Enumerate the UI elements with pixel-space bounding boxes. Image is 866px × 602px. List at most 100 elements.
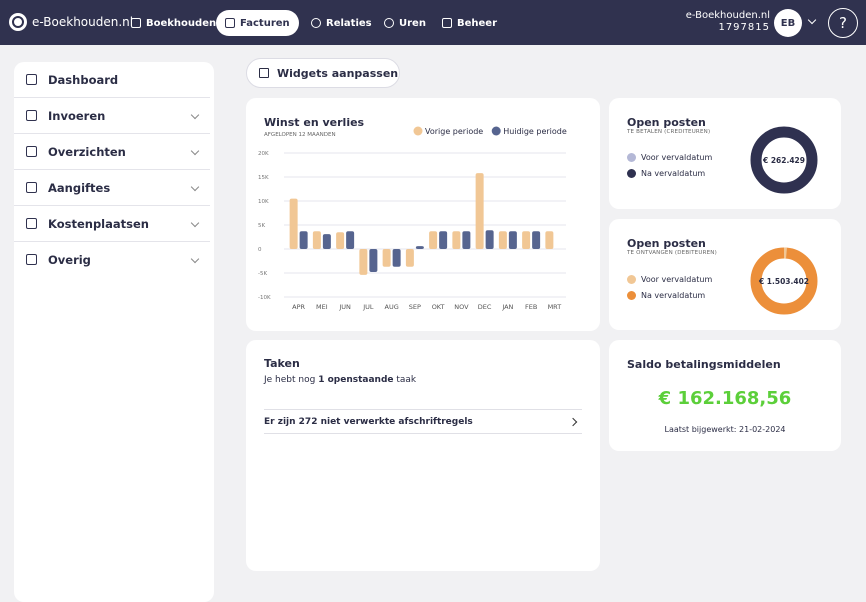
x-tick-label: JUN [338, 303, 351, 311]
bar [392, 249, 401, 267]
x-tick-label: JAN [501, 303, 513, 311]
y-tick-label: 15K [258, 175, 269, 181]
bar [312, 231, 321, 249]
company-name: e-Boekhouden.nl [685, 10, 770, 21]
bar [382, 249, 391, 267]
nav-label: Facturen [240, 17, 290, 29]
y-tick-label: 5K [258, 223, 265, 229]
task-summary: Je hebt nog 1 openstaande taak [264, 375, 417, 385]
x-tick-label: APR [292, 303, 305, 311]
button-label: Widgets aanpassen [277, 66, 399, 80]
bar [475, 173, 484, 249]
bar [452, 231, 461, 249]
y-tick-label: 10K [258, 199, 269, 205]
nav-item[interactable]: Boekhouden [122, 10, 225, 36]
sidebar-label: Overzichten [48, 144, 126, 159]
nav-item[interactable]: Uren [375, 10, 435, 36]
top-nav: e-Boekhouden.nl Boekhouden Facturen Rela… [0, 0, 866, 45]
x-tick-label: JUL [362, 303, 374, 311]
nav-item[interactable]: Relaties [302, 10, 381, 36]
card-title: Open posten [627, 116, 706, 129]
help-button[interactable]: ? [828, 8, 858, 38]
saldo-amount: € 162.168,56 [658, 388, 792, 409]
bar [545, 231, 554, 249]
crediteuren-card: Open posten TE BETALEN (CREDITEUREN) Voo… [609, 98, 841, 209]
sidebar-item[interactable]: Dashboard [14, 62, 210, 98]
bar [299, 231, 308, 249]
nav-label: Beheer [457, 17, 498, 29]
bar [369, 249, 378, 273]
card-title: Taken [264, 357, 300, 370]
bar [405, 249, 414, 267]
bar [359, 249, 368, 275]
avatar[interactable]: EB [774, 9, 802, 37]
nav-label: Relaties [326, 17, 372, 29]
legend-swatch [413, 126, 423, 136]
task-text: Er zijn 272 niet verwerkte afschriftrege… [264, 416, 473, 427]
legend-label: Vorige periode [425, 127, 483, 136]
card-title: Saldo betalingsmiddelen [627, 358, 781, 371]
account-chevron[interactable] [807, 15, 817, 25]
legend-item: Voor vervaldatum [627, 275, 712, 284]
x-tick-label: AUG [385, 303, 399, 311]
sidebar-label: Overig [48, 253, 91, 267]
bar [336, 232, 345, 249]
x-tick-label: FEB [525, 303, 537, 311]
sidebar-item[interactable]: Kostenplaatsen [14, 206, 210, 242]
bar [429, 231, 438, 249]
bar [289, 198, 298, 249]
bar [322, 234, 331, 249]
winst-card: Winst en verlies AFGELOPEN 12 MAANDEN -1… [246, 98, 600, 331]
sidebar-item[interactable]: Overzichten [14, 134, 210, 170]
card-title: Open posten [627, 237, 706, 250]
card-subtitle: TE ONTVANGEN (DEBITEUREN) [627, 250, 717, 256]
sidebar-item[interactable]: Aangiftes [14, 170, 210, 206]
bar [498, 231, 507, 249]
task-row[interactable]: Er zijn 272 niet verwerkte afschriftrege… [264, 409, 582, 434]
x-tick-label: DEC [478, 303, 492, 311]
nav-item[interactable]: Beheer [433, 10, 506, 36]
legend-item: Na vervaldatum [627, 169, 705, 178]
account-info: e-Boekhouden.nl 1797815 [686, 10, 770, 34]
x-tick-label: MRT [548, 303, 562, 311]
x-tick-label: OKT [432, 303, 445, 311]
logo[interactable]: e-Boekhouden.nl [8, 12, 133, 32]
legend-swatch [491, 126, 501, 136]
y-tick-label: -5K [258, 271, 267, 277]
nav-item[interactable]: Facturen [216, 10, 299, 36]
widgets-button[interactable]: Widgets aanpassen [246, 58, 400, 88]
legend-item: Na vervaldatum [627, 291, 705, 300]
y-tick-label: 0 [258, 247, 262, 253]
saldo-card: Saldo betalingsmiddelen € 162.168,56 Laa… [609, 340, 841, 451]
bar [462, 231, 471, 249]
x-tick-label: SEP [409, 303, 421, 311]
nav-label: Uren [399, 17, 426, 29]
chart: Winst en verlies AFGELOPEN 12 MAANDEN -1… [258, 116, 567, 311]
donut-total: € 262.429 [762, 156, 805, 165]
logo-text: e-Boekhouden.nl [32, 15, 134, 29]
donut: € 262.429 [750, 126, 818, 194]
card-subtitle: TE BETALEN (CREDITEUREN) [627, 129, 711, 135]
legend-label: Huidige periode [503, 127, 567, 136]
bar [485, 230, 494, 249]
chart-title: Winst en verlies [264, 116, 365, 129]
saldo-updated: Laatst bijgewerkt: 21-02-2024 [664, 425, 786, 434]
sidebar-item[interactable]: Invoeren [14, 98, 210, 134]
taken-card: Taken Je hebt nog 1 openstaande taak Er … [246, 340, 600, 571]
debiteuren-card: Open posten TE ONTVANGEN (DEBITEUREN) Vo… [609, 219, 841, 330]
sidebar-label: Kostenplaatsen [48, 216, 149, 231]
legend-item: Voor vervaldatum [627, 153, 712, 162]
bar [415, 246, 424, 249]
donut-total: € 1.503.402 [758, 277, 809, 286]
bar [522, 231, 531, 249]
y-tick-label: -10K [258, 295, 271, 301]
x-tick-label: MEI [316, 303, 328, 311]
sidebar-label: Dashboard [48, 72, 119, 87]
nav-label: Boekhouden [146, 17, 217, 29]
sidebar-item[interactable]: Overig [14, 242, 210, 278]
chart-subtitle: AFGELOPEN 12 MAANDEN [264, 132, 336, 138]
bar [508, 231, 517, 249]
y-tick-label: 20K [258, 151, 269, 157]
